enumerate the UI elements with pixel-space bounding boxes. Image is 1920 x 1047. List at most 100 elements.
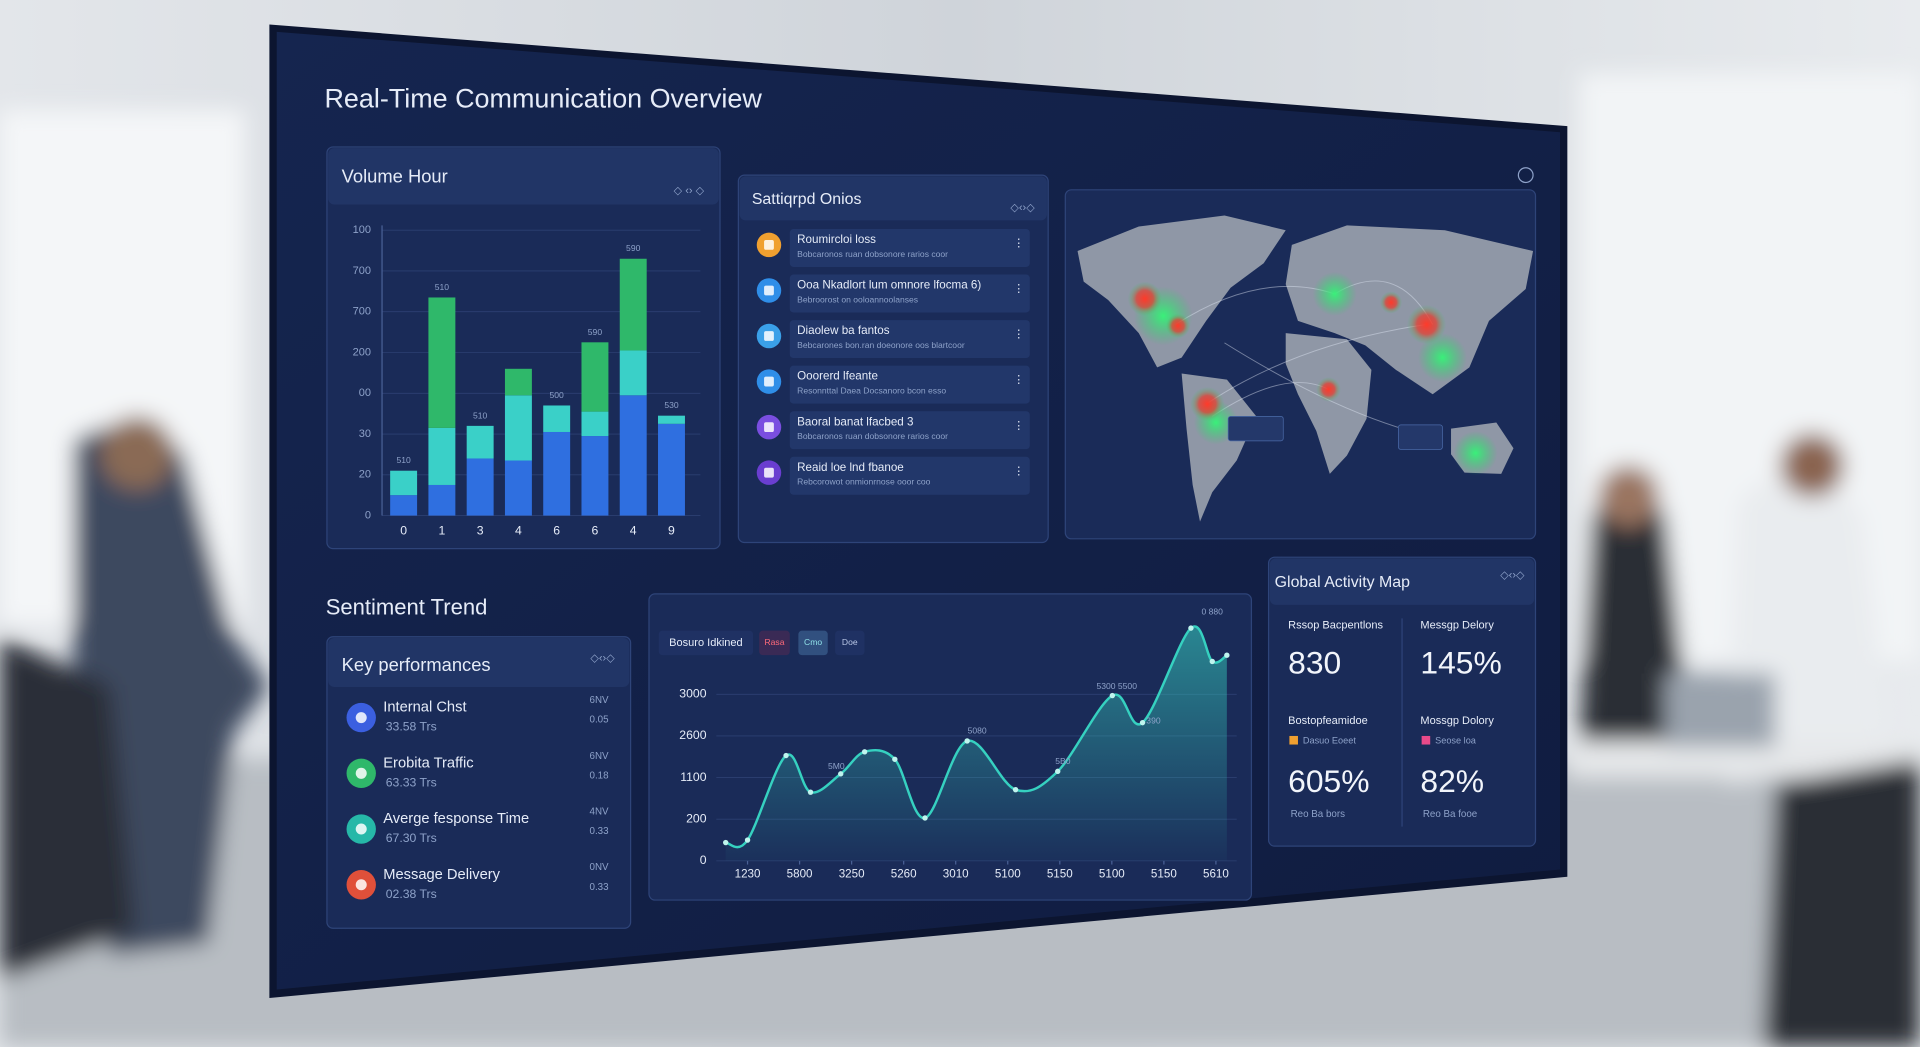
kpi-value: 6NV (590, 751, 610, 762)
legend-label: Cmo (804, 637, 822, 647)
feed-item (789, 320, 1030, 359)
kpi-icon-glyph (355, 712, 367, 724)
stat-key: Seose loa (1435, 735, 1477, 745)
x-tick-label: 4 (515, 524, 522, 538)
panel-controls: ◇‹›◇ (590, 653, 615, 665)
activity-stats: Rssop Bacpentlons 830 Messgp Delory 145% Bos… (1288, 620, 1502, 820)
x-tick-label: 5800 (787, 867, 813, 880)
stat-label: Rssop Bacpentlons (1288, 620, 1383, 632)
stat-value: 605% (1288, 763, 1369, 799)
panel-controls: ◇‹›◇ (1500, 569, 1525, 581)
feed-title: Ooorerd lfeante (797, 370, 878, 383)
bar-segment (466, 458, 494, 516)
y-tick-label: 30 (359, 428, 371, 440)
feed-menu: ⋮ (1013, 374, 1024, 386)
x-tick-label: 1 (438, 524, 445, 538)
y-tick-label: 20 (359, 469, 371, 481)
volume-chart: 0 20 30 00 200 700 700 100 0 510 1 510 3 510 4 6 500 6 590… (353, 224, 701, 538)
x-tick-label: 0 (400, 524, 407, 538)
point (723, 839, 729, 846)
panel-controls: ◇‹›◇ (1010, 202, 1035, 214)
feed-title: Reaid loe lnd fbanoe (797, 461, 904, 474)
feed-item (789, 274, 1030, 313)
kpi-name: Internal Chst (383, 700, 466, 716)
panel-title: Key performances (342, 654, 491, 675)
kpi-value: 6NV (590, 695, 610, 706)
point-annotation: 390 (1146, 716, 1161, 726)
point-annotation: 0 880 (1202, 607, 1224, 617)
feed-text: Bebcarones bon.ran doeonore oos blartcoo… (797, 340, 965, 350)
bar-label: 510 (473, 410, 488, 420)
panel-title: Sattiqrpd Onios (752, 191, 862, 208)
stat-value: 830 (1288, 644, 1341, 680)
legend-chip[interactable] (658, 630, 754, 656)
bar-segment (581, 436, 609, 516)
bar-segment (428, 484, 456, 516)
bar-segment (390, 470, 418, 496)
bar-segment (619, 395, 647, 516)
point (1055, 768, 1061, 775)
bar-segment (658, 423, 685, 516)
legend-label: Bosuro Idkined (669, 637, 742, 649)
kpi-icon-glyph (355, 879, 367, 891)
y-tick-label: 200 (353, 346, 371, 358)
point-annotation: 5300 5500 (1096, 681, 1137, 691)
stat-label: Mossgp Dolory (1420, 715, 1494, 727)
feed-icon-glyph (764, 376, 774, 387)
sentiment-chart: Bosuro Idkined Rasa Cmo Doe 0 200 1100 2600 3000… (658, 607, 1237, 880)
point (838, 771, 844, 777)
kpi-change: 0.18 (590, 770, 610, 781)
feed-icon-glyph (764, 240, 774, 250)
bar-segment (543, 431, 571, 516)
legend-chip[interactable] (759, 630, 790, 656)
y-tick-label: 1100 (680, 770, 707, 784)
feed-menu: ⋮ (1013, 283, 1024, 295)
point-annotation: 5080 (968, 725, 987, 735)
feed-icon-glyph (764, 467, 774, 478)
stat-key-swatch (1421, 735, 1431, 745)
bar-segment (504, 460, 532, 516)
feed-text: Bobcaronos ruan dobsonore rarios coor (797, 249, 948, 259)
kpi-value: 0NV (590, 862, 610, 873)
bar-label: 530 (664, 400, 679, 410)
map-tooltip (1398, 424, 1443, 450)
kpi-sub: 02.38 Trs (386, 887, 437, 901)
stat-value: 82% (1420, 763, 1484, 799)
feed-title: Roumircloi loss (797, 233, 876, 246)
map-panel (1064, 167, 1537, 540)
panel-header (739, 176, 1047, 221)
legend-label: Doe (842, 637, 858, 647)
legend-chip[interactable] (835, 630, 865, 656)
section-title: Sentiment Trend (326, 594, 488, 619)
panel-controls: ◇ ‹› ◇ (674, 185, 705, 197)
feed-title: Ooa Nkadlort lum omnore lfocma 6) (797, 279, 981, 292)
kpi-icon-glyph (355, 767, 367, 779)
line (725, 625, 1228, 849)
stat-label: Messgp Delory (1420, 620, 1494, 632)
bar-segment (658, 415, 685, 424)
bar-label: 510 (396, 455, 411, 465)
legend-chip[interactable] (798, 630, 828, 656)
x-tick-label: 3250 (839, 867, 865, 880)
legend-label: Rasa (764, 637, 784, 647)
y-tick-label: 700 (353, 265, 371, 277)
point (1139, 719, 1146, 726)
point (1109, 692, 1116, 699)
info-icon (1517, 167, 1534, 184)
kpi-change: 0.33 (590, 826, 610, 837)
bar-segment (581, 342, 609, 412)
key-list: Internal Chst 33.58 Trs 6NV 0.05 Erobita Tra… (346, 695, 610, 901)
kpi-icon-glyph (355, 823, 367, 835)
y-tick-label: 2600 (679, 728, 706, 742)
y-tick-label: 700 (353, 306, 371, 318)
x-tick-label: 5100 (1099, 867, 1125, 880)
feed-text: Bobcaronos ruan dobsonore rarios coor (797, 431, 948, 441)
kpi-value: 4NV (590, 806, 610, 817)
feed-icon-glyph (764, 422, 774, 433)
feed-item (789, 456, 1030, 495)
bar-segment (504, 395, 532, 461)
stat-label: Bostopfeamidoe (1288, 715, 1368, 727)
point (807, 789, 814, 795)
point (783, 752, 789, 759)
